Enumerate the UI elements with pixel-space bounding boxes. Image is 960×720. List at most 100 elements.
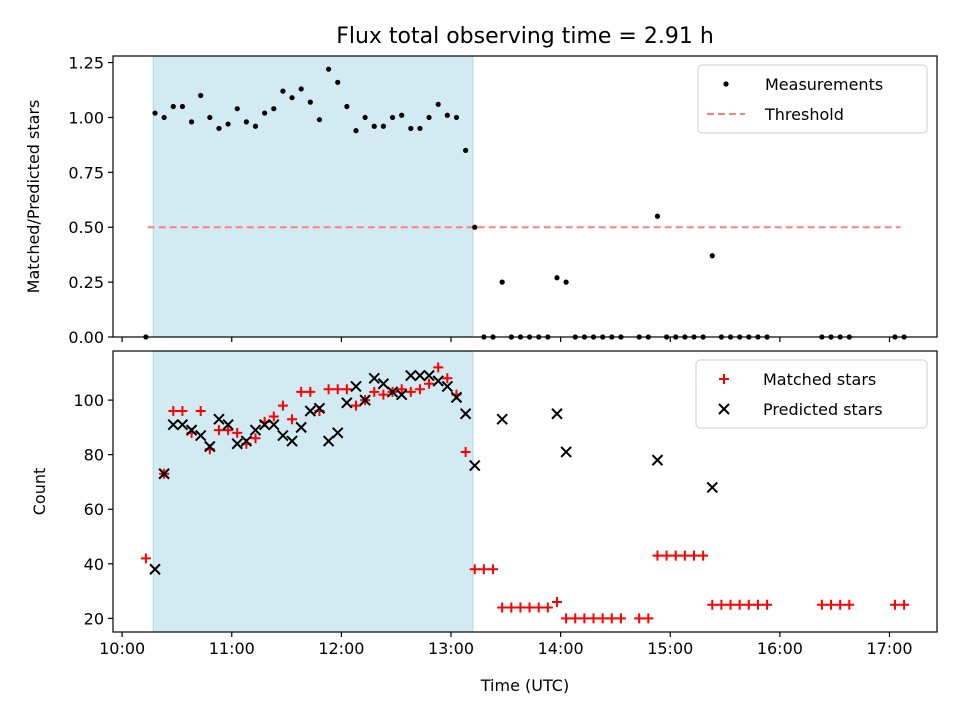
measurement-point (371, 123, 377, 129)
legend-measurement-marker (723, 81, 729, 87)
predicted-star-point (368, 372, 380, 384)
matched-star-point (542, 602, 553, 613)
measurement-point (188, 119, 195, 125)
matched-star-point (634, 613, 645, 624)
predicted-star-point (341, 397, 353, 409)
matched-star-point (424, 378, 435, 389)
predicted-star-point (332, 427, 344, 439)
measurement-point (554, 275, 560, 281)
predicted-star-point (359, 394, 371, 406)
matched-star-point (460, 446, 471, 457)
matched-star-point (378, 389, 389, 400)
measurement-point (289, 95, 295, 101)
matched-star-point (707, 599, 718, 610)
measurement-point (161, 114, 167, 121)
bottom-series-predicted-stars (149, 369, 718, 575)
predicted-star-point (450, 391, 463, 404)
y-tick-label: 1.25 (68, 54, 104, 73)
predicted-star-point (350, 380, 362, 393)
matched-star-point (524, 602, 535, 613)
bottom-shaded-span (152, 350, 474, 633)
measurement-point (408, 125, 414, 132)
matched-star-point (497, 602, 508, 613)
predicted-star-point (432, 375, 444, 387)
measurement-point (252, 123, 259, 129)
predicted-star-point (560, 446, 572, 458)
matched-star-point (287, 414, 298, 425)
legend-label: Matched stars (763, 370, 876, 389)
legend-label: Predicted stars (763, 400, 883, 419)
y-tick-label: 0.75 (68, 163, 104, 182)
matched-star-point (689, 550, 700, 561)
x-tick-label: 13:00 (428, 639, 474, 658)
predicted-star-point (386, 386, 399, 398)
matched-star-point (835, 599, 846, 610)
legend-label: Measurements (765, 75, 883, 94)
predicted-star-point (496, 413, 508, 425)
predicted-star-point (258, 418, 271, 431)
top-axes-frame (112, 55, 938, 338)
measurement-point (563, 279, 569, 285)
matched-star-point (551, 596, 562, 607)
x-axis-label: Time (UTC) (480, 676, 569, 695)
predicted-star-point (167, 418, 180, 431)
measurement-point (262, 110, 268, 116)
predicted-star-point (469, 459, 481, 472)
measurement-point (362, 114, 368, 121)
chart-title: Flux total observing time = 2.91 h (336, 24, 714, 49)
matched-star-point (734, 599, 745, 610)
measurement-point (225, 121, 231, 127)
measurement-point (298, 86, 304, 92)
measurement-point (179, 103, 186, 110)
predicted-star-point (249, 424, 262, 436)
matched-star-point (369, 386, 380, 397)
measurement-point (654, 213, 661, 219)
legend-box (695, 359, 928, 429)
predicted-star-point (313, 402, 326, 414)
matched-star-point (826, 599, 837, 610)
matched-star-point (725, 599, 736, 610)
measurement-point (389, 114, 396, 121)
predicted-star-point (295, 421, 307, 434)
predicted-star-point (231, 438, 243, 450)
predicted-star-point (185, 424, 198, 436)
measurement-point (453, 114, 460, 121)
measurement-point (307, 99, 313, 105)
measurement-point (316, 117, 323, 123)
matched-star-point (414, 384, 425, 395)
matched-star-point (323, 384, 334, 395)
matched-star-point (442, 373, 453, 384)
measurement-point (444, 112, 450, 118)
predicted-star-point (158, 468, 170, 480)
matched-star-point (670, 550, 681, 561)
measurement-point (380, 123, 387, 129)
x-tick-label: 12:00 (318, 639, 364, 658)
top-panel: 0.00 0.25 0.50 0.75 1.00 1.25 Matched/Predicte… (24, 54, 938, 347)
bottom-panel: 20 40 60 80 100 10:00 11:00 12:00 13:00 14:00 15:0… (30, 350, 938, 658)
predicted-star-point (651, 454, 664, 466)
predicted-star-point (706, 481, 718, 494)
top-shaded-span (152, 55, 474, 338)
predicted-star-point (240, 435, 253, 447)
predicted-star-point (213, 413, 225, 425)
matched-star-point (296, 386, 307, 397)
measurement-point (399, 112, 405, 118)
measurement-point (271, 106, 277, 112)
y-tick-label: 1.00 (68, 108, 104, 127)
measurement-point (325, 66, 332, 72)
matched-star-point (606, 613, 617, 624)
predicted-star-point (286, 435, 298, 447)
measurement-point (344, 103, 350, 110)
predicted-star-point (551, 408, 563, 420)
matched-star-point (698, 550, 709, 561)
matched-star-point (232, 427, 243, 438)
predicted-star-point (277, 429, 289, 442)
matched-star-point (716, 599, 727, 610)
y-tick-label: 100 (73, 391, 104, 410)
bottom-y-axis-label: Count (30, 468, 49, 516)
matched-star-point (743, 599, 754, 610)
matched-star-point (597, 613, 608, 624)
matched-star-point (433, 362, 444, 373)
matched-star-point (561, 613, 572, 624)
